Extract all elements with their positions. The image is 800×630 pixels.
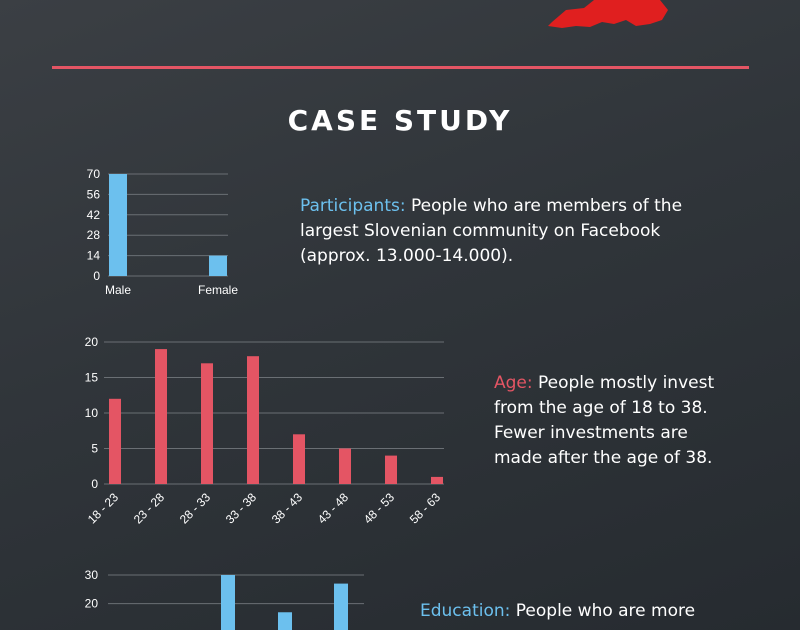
y-tick-label: 28 (87, 228, 101, 242)
y-tick-label: 30 (85, 568, 99, 582)
bar (385, 455, 397, 484)
y-tick-label: 42 (87, 208, 101, 222)
y-tick-label: 70 (87, 167, 101, 181)
y-tick-label: 20 (85, 335, 99, 349)
bar (201, 363, 213, 484)
bar (109, 398, 121, 484)
x-tick-label: 23 - 28 (131, 490, 168, 527)
bar (278, 612, 292, 630)
x-tick-label: 48 - 53 (361, 490, 398, 527)
participants-label: Participants: (300, 196, 406, 216)
section-divider (52, 66, 749, 69)
participants-description: Participants: People who are members of … (300, 194, 720, 269)
education-description: Education: People who are more (420, 599, 780, 624)
bar (334, 583, 348, 630)
y-tick-label: 0 (93, 269, 100, 283)
y-tick-label: 10 (85, 406, 99, 420)
bar (109, 174, 127, 276)
age-bar-chart: 0 5 10 15 20 18 - 23 23 - 28 28 - 33 33 - 38 38 -… (85, 335, 444, 527)
x-tick-label: 18 - 23 (85, 490, 122, 527)
age-text: People mostly invest from the age of 18 … (494, 373, 715, 468)
bar (155, 349, 167, 484)
education-text: People who are more (510, 601, 696, 621)
y-tick-label: 56 (87, 187, 101, 201)
x-tick-label: Female (198, 283, 238, 297)
age-description: Age: People mostly invest from the age o… (494, 371, 734, 471)
x-tick-label: 58 - 63 (407, 490, 444, 527)
bar (339, 448, 351, 484)
education-label: Education: (420, 601, 511, 621)
bar (221, 575, 235, 630)
y-tick-label: 5 (91, 442, 98, 456)
participants-text: People who are members of the largest Sl… (300, 196, 683, 266)
x-tick-label: 38 - 43 (269, 490, 306, 527)
x-tick-label: 28 - 33 (177, 490, 214, 527)
x-tick-label: 33 - 38 (223, 490, 260, 527)
bar (209, 255, 227, 276)
gender-bar-chart: 0 14 28 42 56 70 Male Female (87, 167, 239, 297)
y-tick-label: 14 (87, 249, 101, 263)
x-tick-label: Male (105, 283, 131, 297)
bar (247, 356, 259, 484)
bar (293, 434, 305, 484)
slovenia-map-shape (548, 0, 668, 28)
x-tick-label: 43 - 48 (315, 490, 352, 527)
y-tick-label: 20 (85, 597, 99, 611)
age-label: Age: (494, 373, 533, 393)
bar (431, 476, 443, 484)
y-tick-label: 0 (91, 477, 98, 491)
y-tick-label: 15 (85, 371, 99, 385)
page-heading: CASE STUDY (287, 104, 513, 137)
